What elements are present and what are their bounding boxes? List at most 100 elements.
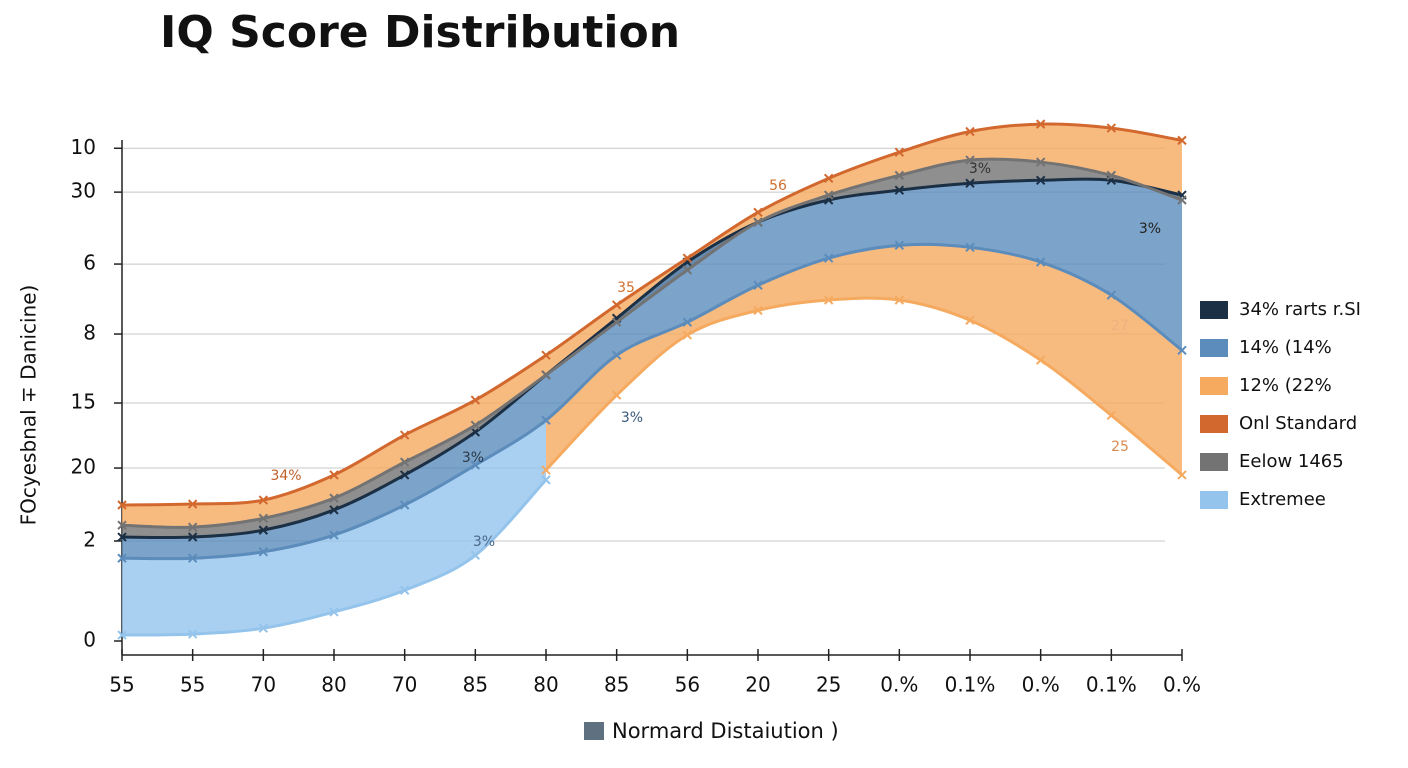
legend-swatch [1200,301,1228,319]
annotation: 56 [769,178,787,194]
y-tick-label: 30 [71,179,96,203]
point-marker [611,390,622,400]
point-marker [1177,470,1187,480]
point-marker [823,190,834,200]
annotation: 3% [1139,221,1161,237]
point-marker [965,178,975,188]
point-marker [117,532,127,542]
point-marker [1106,290,1117,300]
legend-label: 34% rarts r.SI [1239,299,1361,320]
point-marker [611,300,622,310]
x-tick-label: 80 [533,673,558,697]
point-marker [399,585,410,595]
point-marker [1106,123,1117,133]
point-marker [894,240,905,251]
point-marker [965,155,975,165]
point-marker [965,242,975,253]
point-marker [329,530,339,540]
point-marker [753,280,763,290]
point-marker [1035,257,1046,267]
point-marker [329,493,339,503]
series-line [121,157,1183,529]
point-marker [329,470,339,480]
point-marker [1106,170,1117,181]
legend-swatch [1200,415,1228,433]
series-line [121,122,1183,507]
point-marker [965,126,975,137]
point-marker [1106,410,1117,421]
point-marker [399,470,410,480]
point-marker [823,253,834,263]
legend-swatch [1200,453,1228,471]
chart-title: IQ Score Distribution [160,7,680,58]
point-marker [611,350,622,360]
point-marker [1177,345,1187,355]
annotation: 3% [621,410,643,426]
series-line [544,296,1183,477]
point-marker [682,253,693,263]
legend-label: 14% (14% [1239,337,1332,358]
band [122,420,546,636]
point-marker [399,500,410,510]
point-marker [399,430,410,440]
legend-swatch [1200,339,1228,357]
point-marker [894,295,905,305]
point-marker [894,170,905,181]
point-marker [470,460,481,470]
x-tick-label: 0.% [1022,673,1060,697]
point-marker [399,457,410,467]
point-marker [470,550,481,560]
point-marker [1035,157,1046,167]
point-marker [682,317,693,327]
x-tick-label: 0.1% [945,673,996,697]
y-tick-label: 0 [83,628,96,652]
y-tick-label: 15 [71,390,96,414]
annotation: 3% [969,161,991,177]
point-marker [682,330,693,340]
x-label-swatch [584,722,604,740]
point-marker [470,427,481,437]
legend-label: Eelow 1465 [1239,451,1344,472]
x-tick-label: 55 [109,673,134,697]
point-marker [117,500,127,510]
point-marker [258,513,269,524]
legend-label: Onl Standard [1239,413,1357,434]
point-marker [894,185,905,195]
series-line [121,177,1183,540]
y-tick-label: 20 [71,455,96,479]
point-marker [1035,355,1046,365]
annotation: 35 [617,280,635,296]
point-marker [541,465,551,475]
x-tick-label: 0.% [1163,673,1201,697]
y-tick-label: 8 [83,321,96,345]
annotation: 25 [1111,439,1129,455]
point-marker [541,370,551,380]
point-marker [329,607,339,617]
point-marker [682,265,693,275]
point-marker [1035,119,1046,129]
point-marker [541,350,551,360]
x-tick-label: 70 [392,673,417,697]
point-marker [258,495,269,505]
legend-swatch [1200,377,1228,395]
point-marker [258,623,269,633]
point-marker [823,173,834,184]
point-marker [1177,195,1187,205]
point-marker [187,522,198,532]
x-tick-label: 85 [463,673,488,697]
point-marker [753,217,763,227]
band [546,244,1182,475]
x-tick-label: 25 [816,673,841,697]
point-marker [329,505,339,515]
point-marker [541,415,551,425]
point-marker [753,207,763,218]
point-marker [611,317,622,327]
x-tick-label: 85 [604,673,629,697]
point-marker [541,475,551,485]
band [122,124,1182,528]
point-marker [187,532,198,542]
point-marker [470,395,481,405]
legend-label: 12% (22% [1239,375,1332,396]
x-tick-label: 0.% [880,673,918,697]
